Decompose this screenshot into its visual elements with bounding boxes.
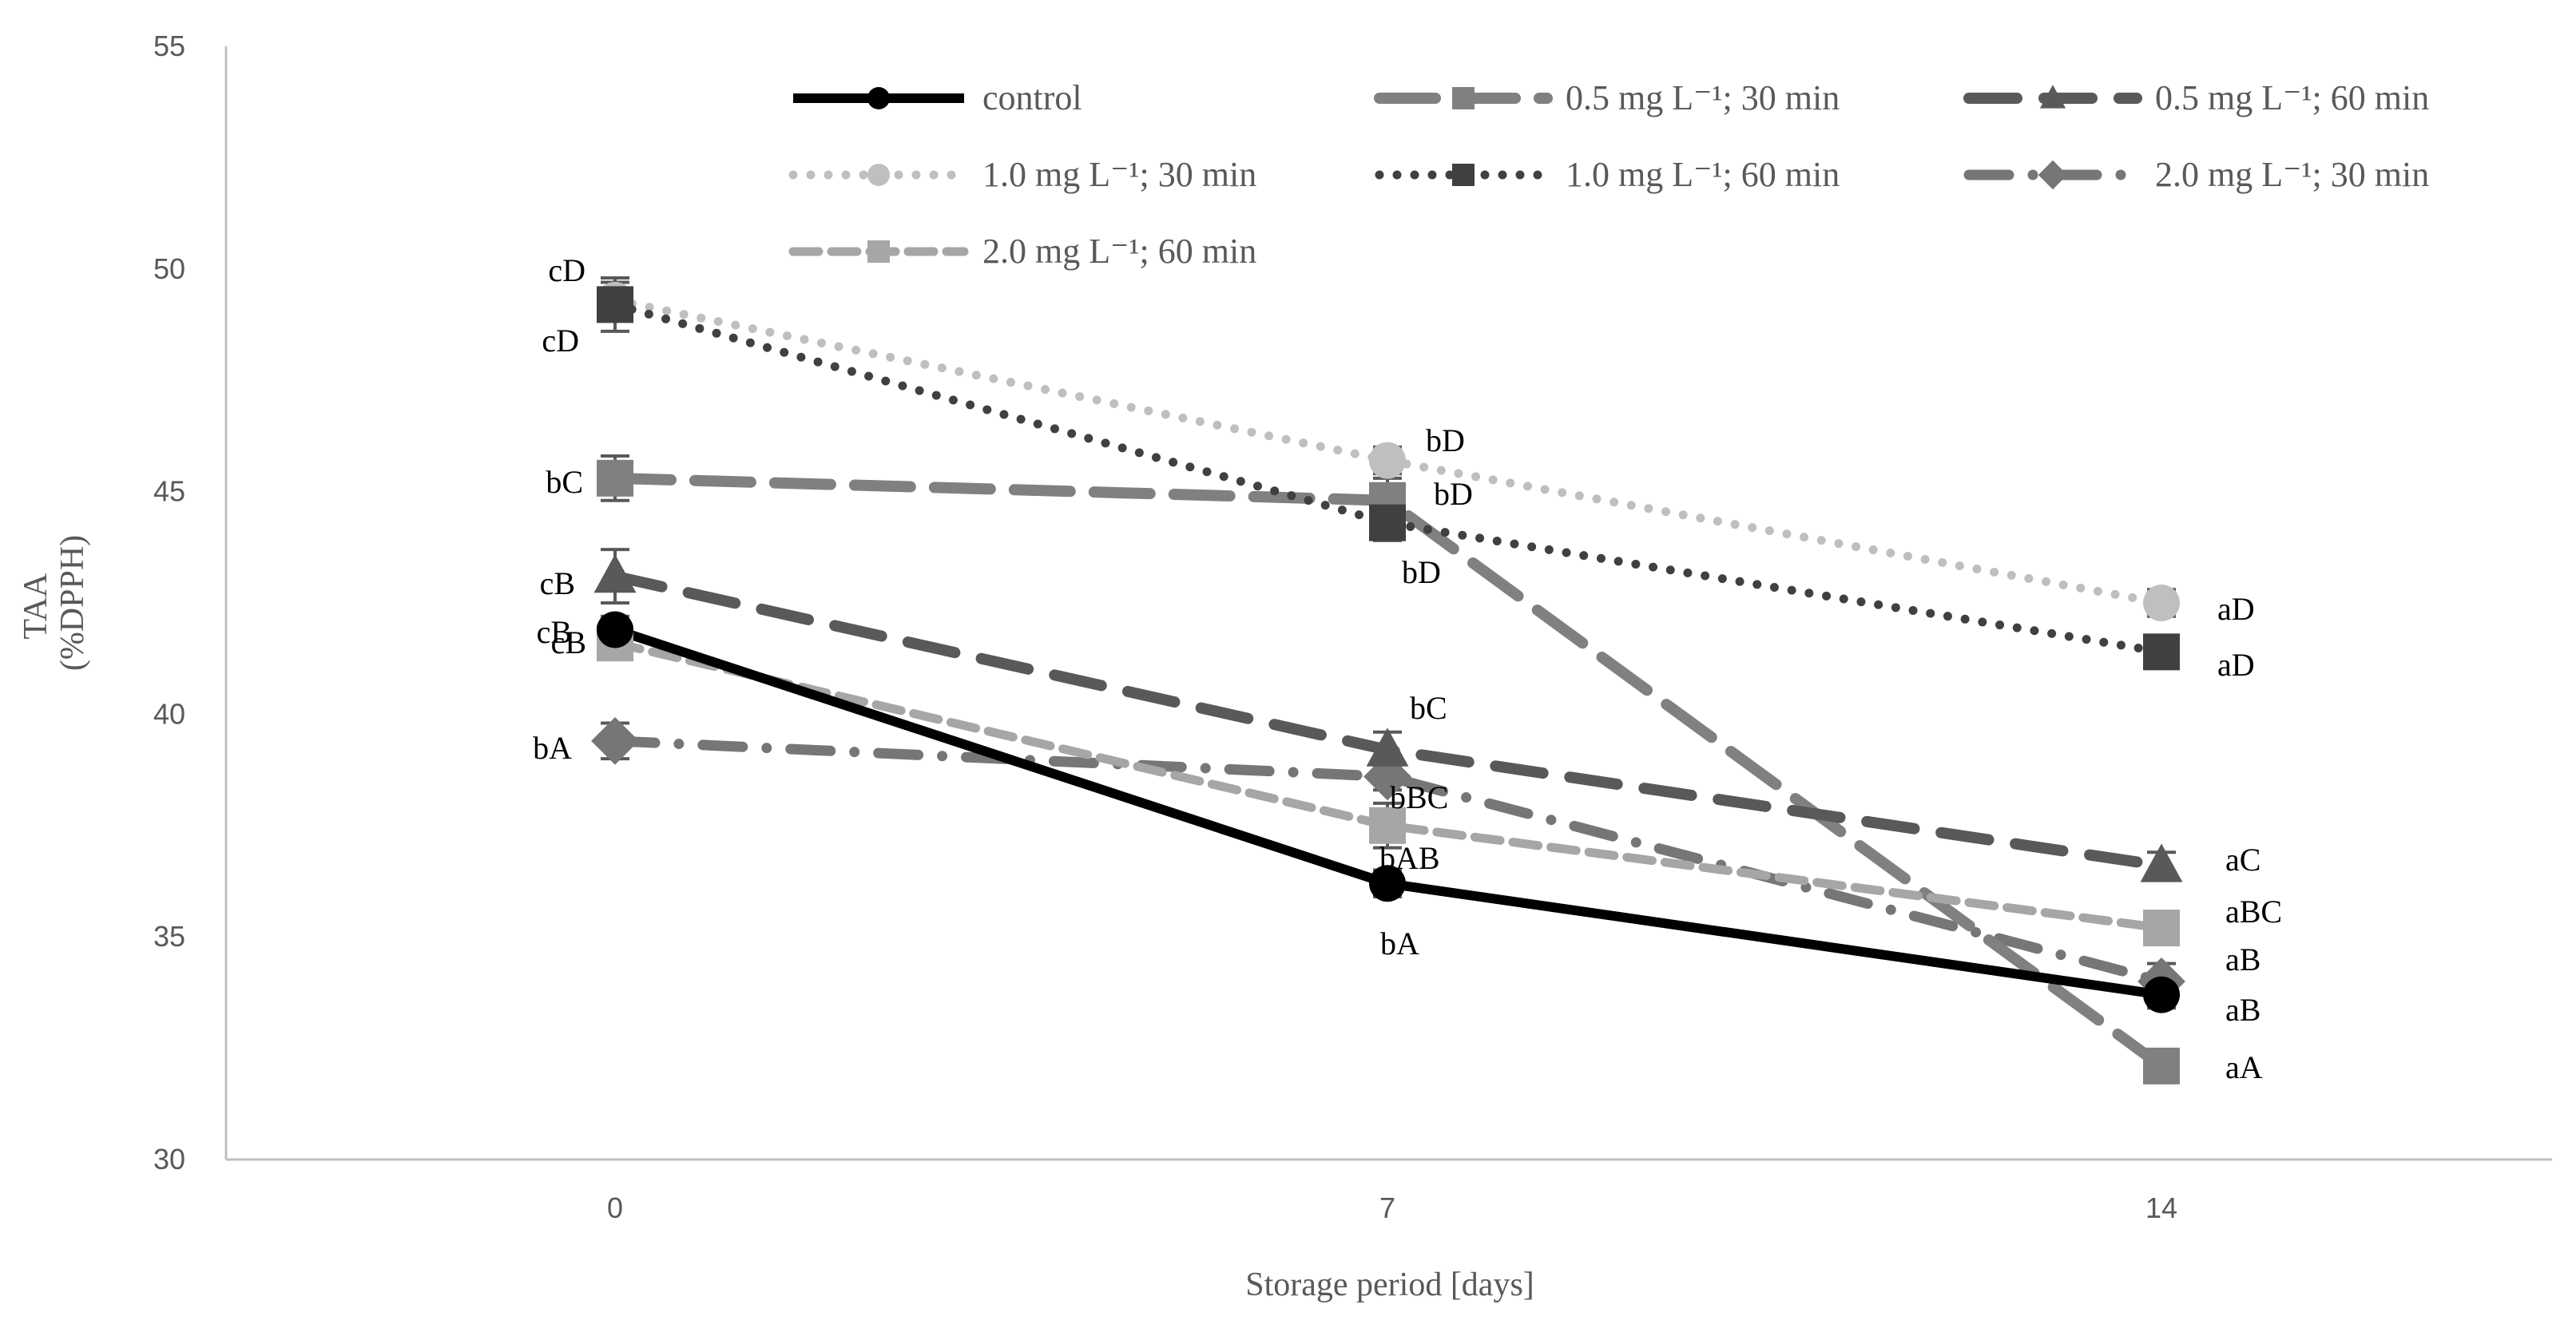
legend-marker-0-5-mg-l-30-min [1452, 87, 1475, 109]
x-tick-label-7: 7 [1379, 1191, 1395, 1224]
y-axis-title-line-1: TAA [18, 573, 54, 640]
data-points [591, 281, 2185, 1084]
y-tick-label-50: 50 [153, 252, 185, 285]
data-label-2-0-mg-l-60-min-0: cB [537, 614, 572, 650]
legend-label-0-5-mg-l-60-min: 0.5 mg L⁻¹; 60 min [2155, 78, 2429, 117]
data-label-control-1: bA [1380, 926, 1419, 961]
x-tick-labels: 0 7 14 [607, 1191, 2177, 1224]
data-point-1-0-mg-l-60-min-0 [597, 286, 633, 323]
legend-label-1-0-mg-l-60-min: 1.0 mg L⁻¹; 60 min [1566, 155, 1840, 194]
legend-marker-0-5-mg-l-60-min [2039, 85, 2066, 109]
data-label-0-5-mg-l-30-min-1: bD [1434, 476, 1473, 512]
data-label-control-0: cB [551, 624, 586, 660]
legend-label-1-0-mg-l-30-min: 1.0 mg L⁻¹; 30 min [982, 155, 1256, 194]
data-point-2-0-mg-l-30-min-0 [591, 716, 639, 765]
data-label-0-5-mg-l-30-min-2: aA [2225, 1049, 2263, 1085]
x-axis-title: Storage period [days] [1245, 1267, 1534, 1303]
data-label-control-2: aB [2225, 992, 2260, 1028]
axes [224, 46, 2552, 1161]
legend-entry-control: control [793, 78, 1082, 117]
legend-marker-control [867, 87, 890, 109]
legend-marker-2-0-mg-l-60-min [867, 240, 890, 263]
legend-label-control: control [982, 78, 1082, 117]
data-point-0-5-mg-l-30-min-0 [597, 459, 633, 497]
data-labels: cB bA aB bC bD aA cB bC aC cD bD aD cD bD aD bA bAB aB cB b… [533, 252, 2282, 1085]
data-label-1-0-mg-l-30-min-0: cD [548, 252, 585, 288]
data-point-0-5-mg-l-60-min-1 [1366, 727, 1409, 767]
legend: control 0.5 mg L⁻¹; 30 min 0.5 mg L⁻¹; 60 … [788, 78, 2429, 271]
data-point-2-0-mg-l-60-min-2 [2143, 910, 2180, 947]
data-label-0-5-mg-l-60-min-0: cB [540, 565, 575, 601]
data-label-1-0-mg-l-60-min-1: bD [1402, 554, 1441, 590]
data-point-0-5-mg-l-60-min-0 [593, 553, 637, 593]
legend-entry-0-5-mg-l-60-min: 0.5 mg L⁻¹; 60 min [1963, 78, 2429, 117]
legend-entry-1-0-mg-l-30-min: 1.0 mg L⁻¹; 30 min [788, 155, 1256, 194]
data-label-2-0-mg-l-30-min-0: bA [533, 730, 572, 766]
data-point-control-0 [597, 611, 633, 648]
y-axis-title-line-2: (%DPPH) [54, 535, 91, 671]
series-line-1-0-mg-l-60-min [610, 299, 2166, 656]
data-label-1-0-mg-l-60-min-0: cD [542, 323, 579, 359]
data-point-1-0-mg-l-60-min-1 [1369, 504, 1406, 541]
data-point-0-5-mg-l-60-min-2 [2140, 843, 2183, 882]
data-label-2-0-mg-l-60-min-2: aBC [2225, 894, 2282, 930]
legend-marker-2-0-mg-l-30-min [2038, 160, 2068, 190]
data-point-1-0-mg-l-30-min-1 [1369, 442, 1406, 479]
data-point-1-0-mg-l-30-min-2 [2143, 585, 2180, 621]
y-tick-label-35: 35 [153, 920, 185, 953]
x-tick-label-0: 0 [607, 1191, 623, 1224]
legend-entry-1-0-mg-l-60-min: 1.0 mg L⁻¹; 60 min [1375, 155, 1840, 194]
data-label-2-0-mg-l-30-min-2: aB [2225, 942, 2260, 977]
legend-entry-2-0-mg-l-30-min: 2.0 mg L⁻¹; 30 min [1963, 155, 2429, 194]
data-label-2-0-mg-l-30-min-1: bAB [1379, 840, 1440, 876]
data-point-control-2 [2143, 976, 2180, 1013]
data-label-0-5-mg-l-60-min-1: bC [1410, 690, 1447, 726]
y-tick-label-30: 30 [153, 1143, 185, 1175]
data-point-1-0-mg-l-60-min-2 [2143, 633, 2180, 671]
data-point-2-0-mg-l-60-min-1 [1369, 807, 1406, 844]
y-axis-title: TAA (%DPPH) [18, 535, 91, 671]
y-tick-label-40: 40 [153, 697, 185, 730]
y-tick-labels: 30 35 40 45 50 55 [153, 30, 185, 1175]
legend-entry-2-0-mg-l-60-min: 2.0 mg L⁻¹; 60 min [788, 232, 1256, 271]
y-tick-label-45: 45 [153, 475, 185, 508]
data-label-1-0-mg-l-60-min-2: aD [2217, 647, 2255, 683]
legend-label-2-0-mg-l-60-min: 2.0 mg L⁻¹; 60 min [982, 232, 1256, 271]
data-label-0-5-mg-l-60-min-2: aC [2225, 842, 2260, 878]
y-tick-label-55: 55 [153, 30, 185, 62]
data-point-control-1 [1369, 865, 1406, 902]
legend-label-2-0-mg-l-30-min: 2.0 mg L⁻¹; 30 min [2155, 155, 2429, 194]
legend-entry-0-5-mg-l-30-min: 0.5 mg L⁻¹; 30 min [1374, 78, 1840, 117]
legend-marker-1-0-mg-l-60-min [1452, 164, 1475, 186]
data-label-1-0-mg-l-30-min-2: aD [2217, 591, 2255, 627]
legend-marker-1-0-mg-l-30-min [867, 164, 890, 186]
legend-label-0-5-mg-l-30-min: 0.5 mg L⁻¹; 30 min [1566, 78, 1840, 117]
data-label-1-0-mg-l-30-min-1: bD [1426, 422, 1465, 458]
data-label-0-5-mg-l-30-min-0: bC [546, 464, 583, 500]
x-tick-label-14: 14 [2145, 1191, 2177, 1224]
data-label-2-0-mg-l-60-min-1: bBC [1390, 779, 1448, 815]
data-point-0-5-mg-l-30-min-2 [2143, 1047, 2180, 1084]
